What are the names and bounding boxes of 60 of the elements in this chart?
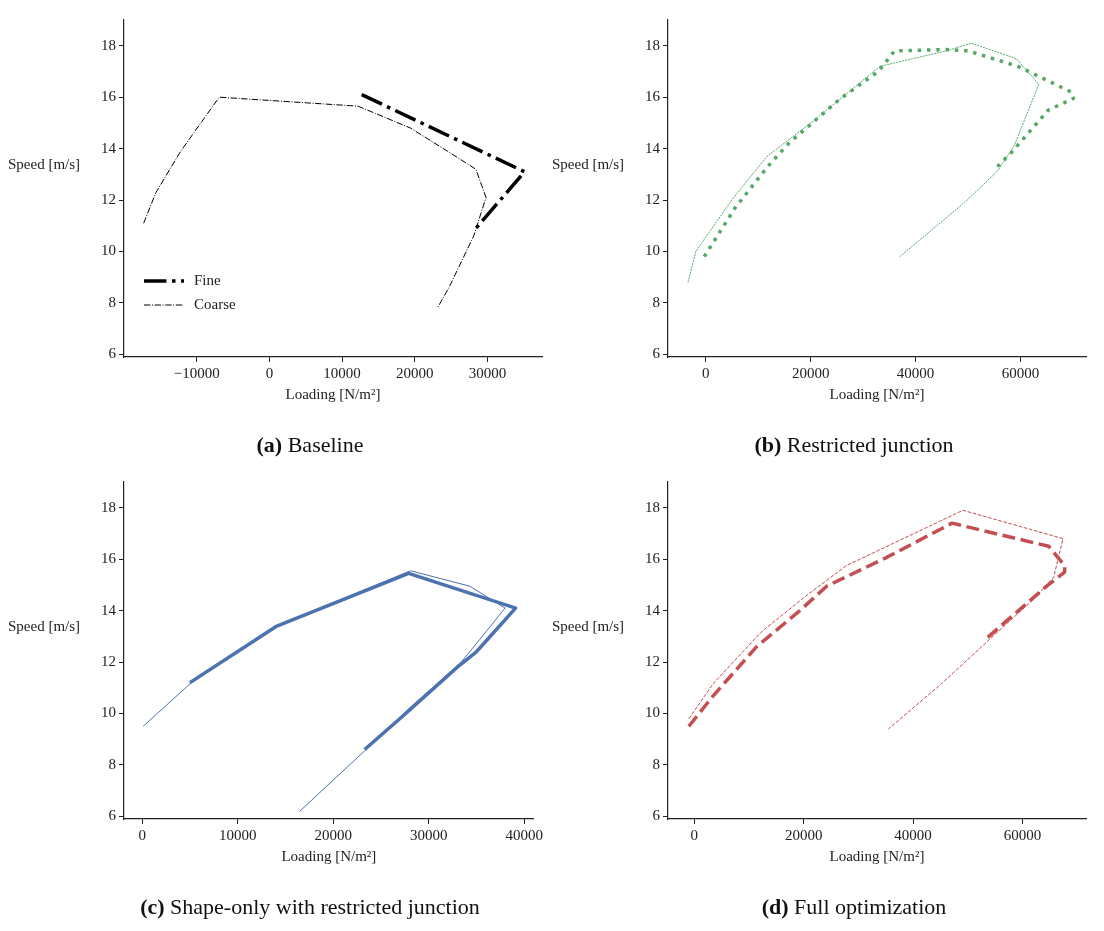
y-tick-label: 16 xyxy=(101,88,117,105)
y-tick-label: 14 xyxy=(645,601,661,618)
y-tick-label: 16 xyxy=(645,88,661,105)
x-tick-label: 10000 xyxy=(323,364,361,381)
y-tick-label: 18 xyxy=(645,498,660,515)
y-tick-label: 10 xyxy=(645,242,660,259)
y-tick-label: 12 xyxy=(645,653,660,670)
y-axis-title: Speed [m/s] xyxy=(552,617,626,635)
text: (b) Restricted junction xyxy=(754,432,954,457)
y-axis-title: Speed [m/s] xyxy=(8,155,82,173)
text: (c) Shape-only with restricted junction xyxy=(140,894,480,919)
x-tick-label: 30000 xyxy=(409,826,448,843)
y-tick-label: 6 xyxy=(108,345,117,362)
y-tick-label: 10 xyxy=(101,242,116,259)
x-tick-label: 20000 xyxy=(784,826,823,843)
y-axis-title: Speed [m/s] xyxy=(8,617,82,635)
y-tick-label: 6 xyxy=(108,807,117,824)
x-tick-label: 60000 xyxy=(1003,826,1042,843)
x-tick-label: 40000 xyxy=(894,826,932,843)
legend-label: Coarse xyxy=(194,295,236,312)
x-tick-label: 0 xyxy=(702,364,710,381)
y-axis-title: Speed [m/s] xyxy=(552,155,626,173)
text: (d) Full optimization xyxy=(761,894,947,919)
x-tick-label: 40000 xyxy=(505,826,543,843)
x-tick-label: 0 xyxy=(265,364,274,381)
y-tick-label: 8 xyxy=(652,755,660,772)
y-tick-label: 12 xyxy=(645,191,660,208)
y-tick-label: 6 xyxy=(652,807,661,824)
y-tick-label: 18 xyxy=(101,36,116,53)
y-tick-label: 8 xyxy=(108,755,116,772)
y-tick-label: 14 xyxy=(101,601,117,618)
x-tick-label: 20000 xyxy=(791,364,830,381)
x-tick-label: 60000 xyxy=(1001,364,1040,381)
x-tick-label: −10000 xyxy=(173,364,220,381)
x-axis-title: Loading [N/m²] xyxy=(281,847,377,864)
x-tick-label: 20000 xyxy=(314,826,352,843)
x-tick-label: 30000 xyxy=(468,364,507,381)
x-tick-label: 0 xyxy=(138,826,146,843)
y-tick-label: 10 xyxy=(645,704,660,721)
x-tick-label: 0 xyxy=(690,826,699,843)
x-tick-label: 20000 xyxy=(396,364,434,381)
x-axis-title: Loading [N/m²] xyxy=(829,847,925,864)
text: (a) Baseline xyxy=(256,432,364,457)
y-tick-label: 6 xyxy=(652,345,661,362)
y-tick-label: 18 xyxy=(645,36,660,53)
y-tick-label: 14 xyxy=(645,139,661,156)
y-tick-label: 18 xyxy=(101,498,116,515)
y-tick-label: 14 xyxy=(101,139,117,156)
y-tick-label: 8 xyxy=(108,293,116,310)
x-tick-label: 40000 xyxy=(896,364,935,381)
y-tick-label: 8 xyxy=(652,293,660,310)
x-tick-label: 10000 xyxy=(218,826,257,843)
y-tick-label: 10 xyxy=(101,704,116,721)
x-axis-title: Loading [N/m²] xyxy=(285,385,381,402)
y-tick-label: 16 xyxy=(101,550,117,567)
legend-label: Fine xyxy=(194,271,222,288)
y-tick-label: 16 xyxy=(645,550,661,567)
x-axis-title: Loading [N/m²] xyxy=(829,385,925,402)
y-tick-label: 12 xyxy=(101,191,116,208)
y-tick-label: 12 xyxy=(101,653,116,670)
